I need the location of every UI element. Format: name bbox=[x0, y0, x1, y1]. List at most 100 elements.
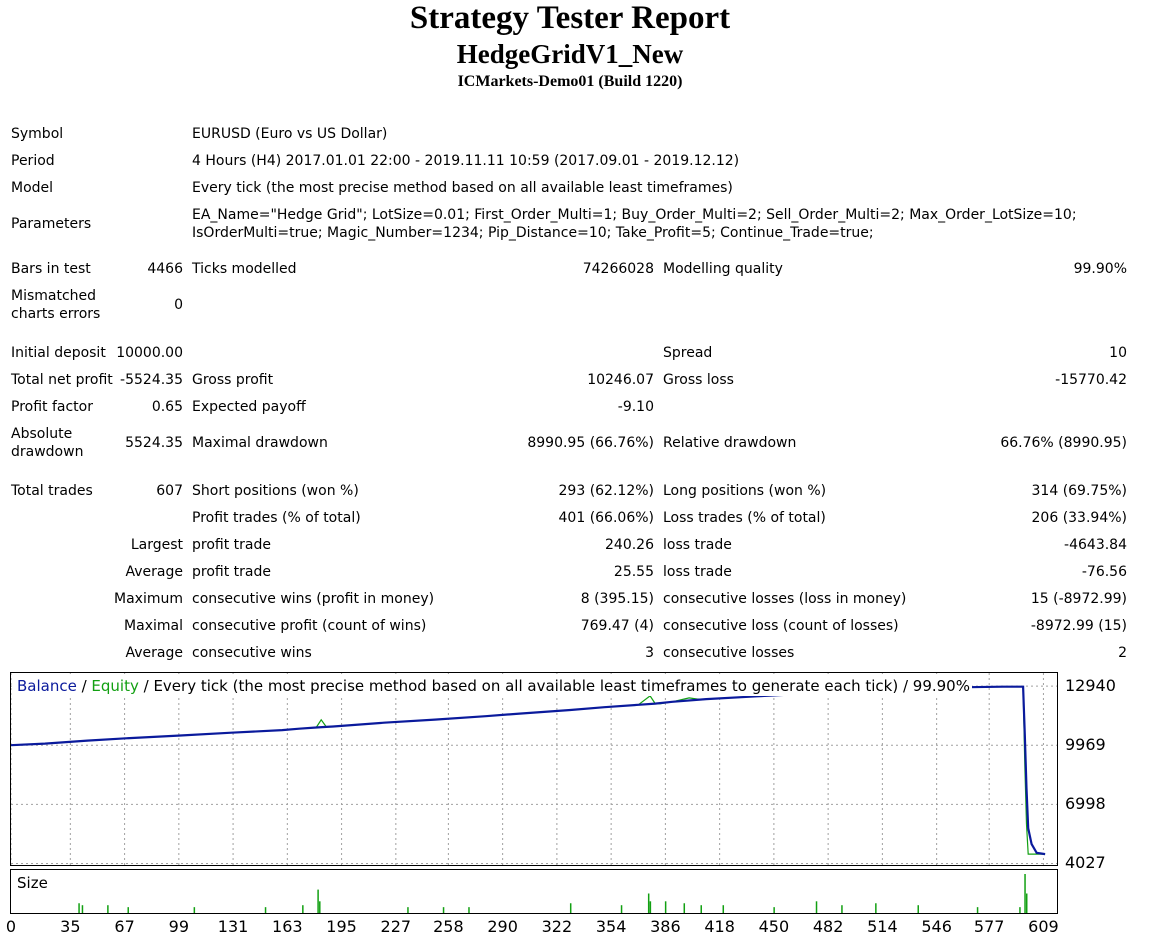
max-consecutive-losses-label: consecutive losses (loss in money) bbox=[663, 591, 907, 607]
x-tick-label: 35 bbox=[60, 917, 81, 936]
parameters-label: Parameters bbox=[11, 216, 92, 232]
legend-separator: / bbox=[77, 677, 92, 695]
expert-name: HedgeGridV1_New bbox=[456, 39, 684, 69]
balance-line bbox=[10, 685, 1046, 856]
short-positions-value: 293 (62.12%) bbox=[558, 483, 654, 499]
size-bar bbox=[815, 901, 818, 913]
equity-line bbox=[10, 686, 1046, 855]
mismatched-value: 0 bbox=[174, 297, 183, 313]
model-value: Every tick (the most precise method base… bbox=[192, 180, 733, 196]
total-net-profit-value: -5524.35 bbox=[120, 372, 183, 388]
x-tick-label: 227 bbox=[380, 917, 412, 936]
absolute-drawdown-label-2: drawdown bbox=[11, 444, 84, 460]
maximal-drawdown-label: Maximal drawdown bbox=[192, 435, 328, 451]
x-tick-label: 546 bbox=[921, 917, 952, 936]
initial-deposit-value: 10000.00 bbox=[116, 345, 183, 361]
size-bar bbox=[78, 903, 80, 913]
maximum-label: Maximum bbox=[114, 591, 183, 607]
size-label: Size bbox=[17, 874, 48, 892]
size-bar bbox=[319, 901, 321, 913]
size-bar bbox=[107, 905, 109, 913]
average-consecutive-wins-label: consecutive wins bbox=[192, 645, 312, 661]
max-consecutive-losses-value: 15 (-8972.99) bbox=[1030, 591, 1127, 607]
long-positions-value: 314 (69.75%) bbox=[1031, 483, 1127, 499]
total-trades-value: 607 bbox=[156, 483, 183, 499]
size-bars bbox=[78, 874, 1028, 913]
size-bar bbox=[569, 903, 572, 913]
size-bar bbox=[1025, 893, 1028, 913]
size-bar bbox=[127, 907, 129, 913]
largest-profit-value: 240.26 bbox=[605, 537, 654, 553]
largest-label: Largest bbox=[130, 537, 183, 553]
x-tick-label: 195 bbox=[326, 917, 357, 936]
size-bar bbox=[193, 907, 196, 913]
average-consecutive-losses-label: consecutive losses bbox=[663, 645, 795, 661]
size-bar bbox=[620, 905, 623, 913]
period-value: 4 Hours (H4) 2017.01.01 22:00 - 2019.11.… bbox=[192, 153, 740, 169]
max-consecutive-wins-value: 8 (395.15) bbox=[580, 591, 654, 607]
size-bar bbox=[647, 893, 650, 913]
relative-drawdown-value: 66.76% (8990.95) bbox=[1000, 435, 1127, 451]
average-loss-label: loss trade bbox=[663, 564, 732, 580]
loss-trades-value: 206 (33.94%) bbox=[1031, 510, 1127, 526]
bars-label: Bars in test bbox=[11, 261, 91, 277]
spread-label: Spread bbox=[663, 345, 713, 361]
balance-chart-svg: Balance / Equity / Every tick (the most … bbox=[10, 672, 1058, 914]
profit-trades-value: 401 (66.06%) bbox=[558, 510, 654, 526]
total-net-profit-label: Total net profit bbox=[11, 372, 113, 388]
x-tick-label: 577 bbox=[973, 917, 1005, 936]
model-label: Model bbox=[11, 180, 54, 196]
max-consecutive-wins-label: consecutive wins (profit in money) bbox=[192, 591, 435, 607]
largest-loss-label: loss trade bbox=[663, 537, 732, 553]
size-bar bbox=[917, 905, 919, 913]
maximal-consecutive-loss-label: consecutive loss (count of losses) bbox=[663, 618, 899, 634]
ticks-label: Ticks modelled bbox=[192, 261, 297, 277]
y-tick-label: 6998 bbox=[1065, 794, 1106, 814]
ticks-value: 74266028 bbox=[582, 261, 654, 277]
gross-profit-value: 10246.07 bbox=[587, 372, 654, 388]
relative-drawdown-label: Relative drawdown bbox=[663, 435, 797, 451]
x-tick-label: 418 bbox=[704, 917, 735, 936]
legend-description: / Every tick (the most precise method ba… bbox=[139, 677, 970, 695]
average-consecutive-label: Average bbox=[125, 645, 184, 661]
size-bar bbox=[407, 907, 409, 913]
x-tick-label: 482 bbox=[812, 917, 844, 936]
y-tick-label: 9969 bbox=[1065, 735, 1106, 755]
maximal-consecutive-loss-value: -8972.99 (15) bbox=[1030, 618, 1127, 634]
x-tick-label: 163 bbox=[272, 917, 303, 936]
largest-loss-value: -4643.84 bbox=[1064, 537, 1127, 553]
x-tick-label: 322 bbox=[541, 917, 573, 936]
maximal-consecutive-profit-value: 769.47 (4) bbox=[580, 618, 654, 634]
largest-profit-label: profit trade bbox=[192, 537, 271, 553]
profit-trades-label: Profit trades (% of total) bbox=[192, 510, 361, 526]
spread-value: 10 bbox=[1109, 345, 1127, 361]
average-consecutive-losses-value: 2 bbox=[1118, 645, 1127, 661]
period-label: Period bbox=[11, 153, 55, 169]
parameters-line-2: IsOrderMulti=true; Magic_Number=1234; Pi… bbox=[192, 225, 874, 241]
short-positions-label: Short positions (won %) bbox=[192, 483, 359, 499]
absolute-drawdown-value: 5524.35 bbox=[125, 435, 183, 451]
size-bar bbox=[722, 905, 725, 913]
profit-factor-label: Profit factor bbox=[11, 399, 93, 415]
y-tick-label: 4027 bbox=[1065, 853, 1106, 873]
legend-balance: Balance bbox=[17, 677, 77, 695]
absolute-drawdown-label-1: Absolute bbox=[11, 426, 73, 442]
average-loss-value: -76.56 bbox=[1081, 564, 1127, 580]
average-profit-label: profit trade bbox=[192, 564, 271, 580]
average-label: Average bbox=[125, 564, 184, 580]
balance-chart: Balance / Equity / Every tick (the most … bbox=[10, 672, 1058, 914]
x-tick-label: 609 bbox=[1028, 917, 1059, 936]
x-tick-label: 354 bbox=[595, 917, 627, 936]
legend-equity: Equity bbox=[91, 677, 139, 695]
size-bar bbox=[1019, 907, 1021, 913]
size-bar bbox=[81, 905, 84, 913]
size-bar bbox=[841, 905, 843, 913]
size-bar bbox=[302, 905, 304, 913]
x-tick-label: 0 bbox=[5, 917, 17, 936]
x-tick-label: 386 bbox=[650, 917, 681, 936]
size-bar bbox=[875, 903, 877, 913]
profit-factor-value: 0.65 bbox=[151, 399, 183, 415]
modelling-quality-label: Modelling quality bbox=[663, 261, 783, 277]
maximal-label: Maximal bbox=[124, 618, 183, 634]
size-bar bbox=[976, 907, 979, 913]
